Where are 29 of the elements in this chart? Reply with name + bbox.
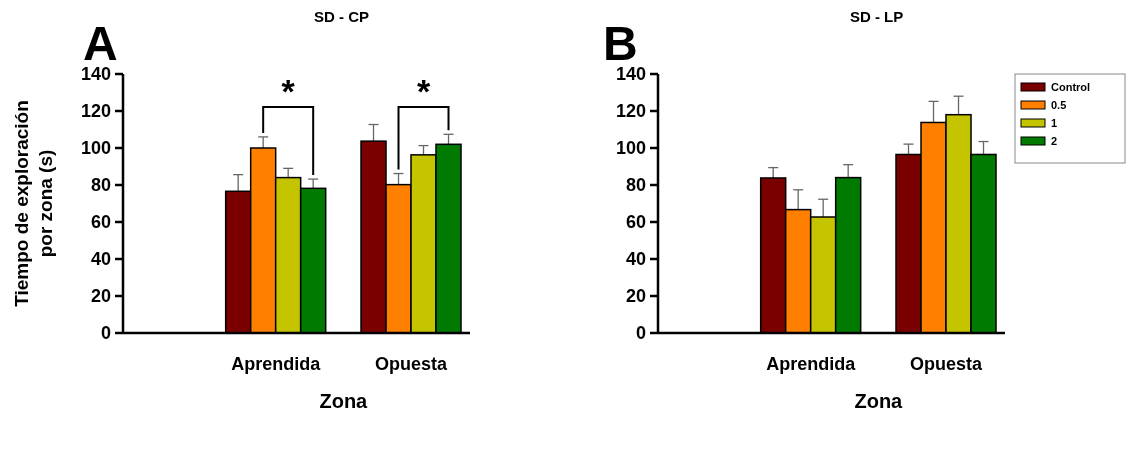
y-tick-label: 100	[615, 138, 646, 158]
annotation: *	[281, 72, 296, 110]
chart-title: SD - CP	[314, 8, 370, 25]
y-tick-label: 20	[625, 286, 646, 306]
x-axis-title: Zona	[319, 390, 369, 412]
y-tick-label: 60	[625, 212, 646, 232]
chart-title: SD - LP	[849, 8, 904, 25]
x-axis-title: Zona	[854, 390, 904, 412]
y-tick-label: 120	[615, 101, 646, 121]
y-tick-label: 40	[90, 249, 111, 269]
legend-label: 0.5	[1051, 99, 1067, 111]
y-tick-label: 60	[90, 212, 111, 232]
legend-label: 1	[1051, 117, 1058, 129]
x-tick-label: Aprendida	[231, 354, 322, 374]
x-tick-label: Aprendida	[766, 354, 857, 374]
y-tick-label: 0	[100, 323, 111, 343]
y-tick-label: 120	[80, 101, 111, 121]
x-tick-label: Opuesta	[909, 354, 983, 374]
legend-label: 2	[1051, 135, 1058, 147]
y-tick-label: 80	[90, 175, 111, 195]
x-tick-label: Opuesta	[374, 354, 448, 374]
y-axis-title: Tiempo de exploración por zona (s)	[11, 100, 56, 307]
legend-label: Control	[1051, 81, 1091, 93]
annotation: *	[416, 72, 431, 110]
y-tick-label: 20	[90, 286, 111, 306]
y-tick-label: 100	[80, 138, 111, 158]
y-tick-label: 80	[625, 175, 646, 195]
y-tick-label: 0	[635, 323, 646, 343]
y-tick-label: 40	[625, 249, 646, 269]
